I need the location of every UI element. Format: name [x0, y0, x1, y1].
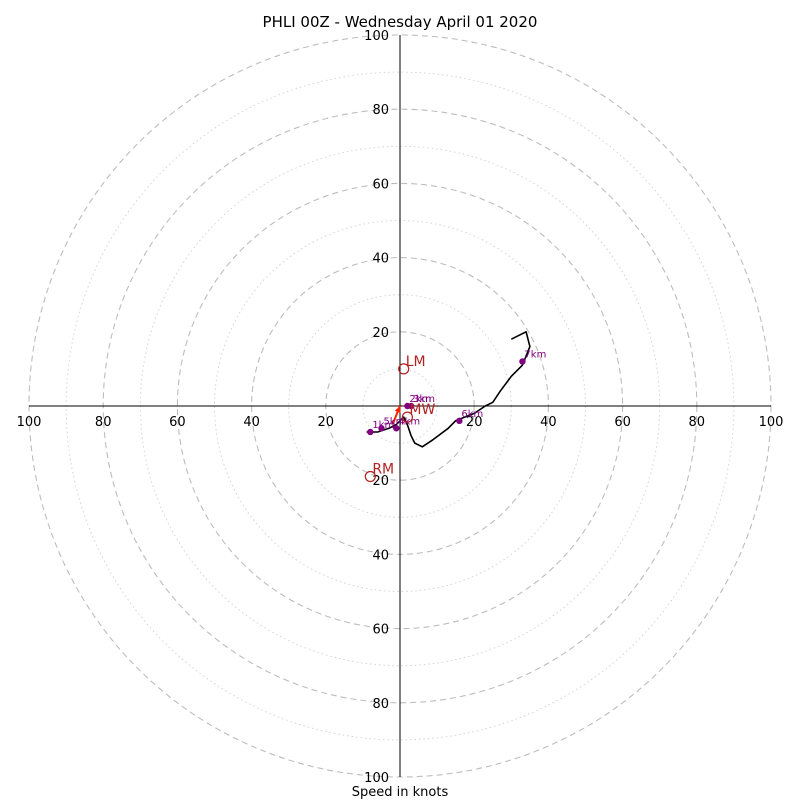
x-tick-label: 40 [243, 415, 260, 430]
y-tick-label: 40 [372, 548, 389, 563]
height-marker-label: 6km [461, 409, 483, 420]
x-tick-label: 20 [466, 415, 483, 430]
x-tick-label: 60 [169, 415, 186, 430]
height-marker-label: 2km [409, 394, 431, 405]
height-marker-label: 5km [383, 416, 405, 427]
height-marker [378, 425, 385, 432]
x-tick-label: 100 [759, 415, 784, 430]
y-tick-label: 60 [372, 177, 389, 192]
x-tick-label: 60 [614, 415, 631, 430]
chart-title: PHLI 00Z - Wednesday April 01 2020 [263, 13, 538, 31]
storm-motion-markers: LM MW RM [364, 354, 435, 483]
x-tick-label: 100 [17, 415, 42, 430]
height-marker [367, 428, 374, 436]
shear-arrow-head [394, 406, 401, 413]
hodograph-trace [366, 330, 531, 448]
x-tick-label: 80 [689, 415, 706, 430]
y-tick-label: 100 [364, 771, 389, 786]
height-marker [456, 417, 463, 425]
storm-motion-label: LM [406, 354, 426, 370]
x-axis-label: Speed in knots [352, 785, 449, 800]
height-marker [393, 425, 400, 432]
storm-motion-label: RM [372, 461, 394, 477]
hodograph-line [366, 330, 531, 448]
y-tick-label: 80 [372, 103, 389, 118]
height-marker-label: 3km [413, 394, 435, 405]
axis-tick-labels: 100 80 60 40 20 20 40 60 80 100 100 80 60 40 20 20 40 60 8… [17, 29, 784, 786]
height-marker [519, 358, 526, 365]
x-tick-label: 20 [318, 415, 335, 430]
y-tick-label: 60 [372, 623, 389, 638]
y-tick-label: 40 [372, 252, 389, 267]
storm-motion-circle [398, 363, 410, 375]
x-tick-label: 40 [540, 415, 557, 430]
storm-motion-circle [364, 470, 376, 483]
y-tick-label: 80 [372, 697, 389, 712]
height-marker-label: 7km [524, 349, 546, 360]
storm-motion-circle [401, 411, 414, 423]
height-marker-label: 1km [372, 420, 394, 431]
y-tick-label: 100 [364, 29, 389, 44]
y-tick-label: 20 [372, 474, 389, 489]
height-marker [407, 402, 415, 410]
y-tick-label: 20 [372, 326, 389, 341]
storm-motion-label: MW [409, 402, 435, 418]
x-tick-label: 80 [95, 415, 112, 430]
